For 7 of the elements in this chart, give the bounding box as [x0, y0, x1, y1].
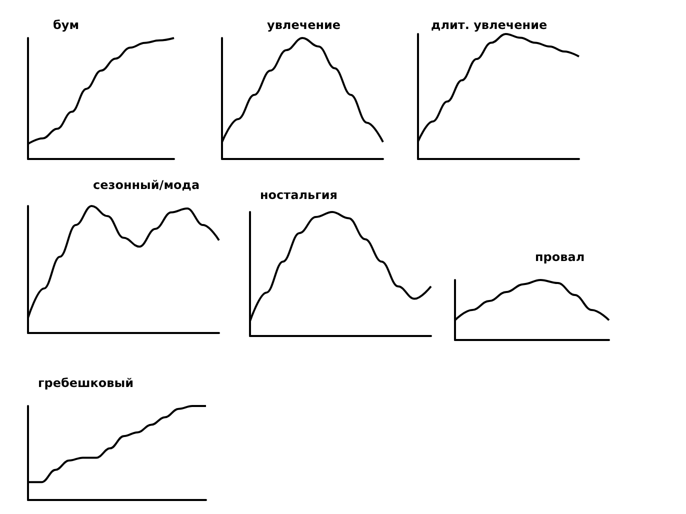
- chart-title: длит. увлечение: [431, 18, 548, 32]
- chart-title: увлечение: [267, 18, 341, 32]
- chart-title: бум: [53, 18, 80, 32]
- chart-title: гребешковый: [38, 376, 134, 390]
- chart-title: провал: [535, 250, 585, 264]
- chart-title: сезонный/мода: [93, 178, 200, 192]
- chart-title: ностальгия: [260, 188, 338, 202]
